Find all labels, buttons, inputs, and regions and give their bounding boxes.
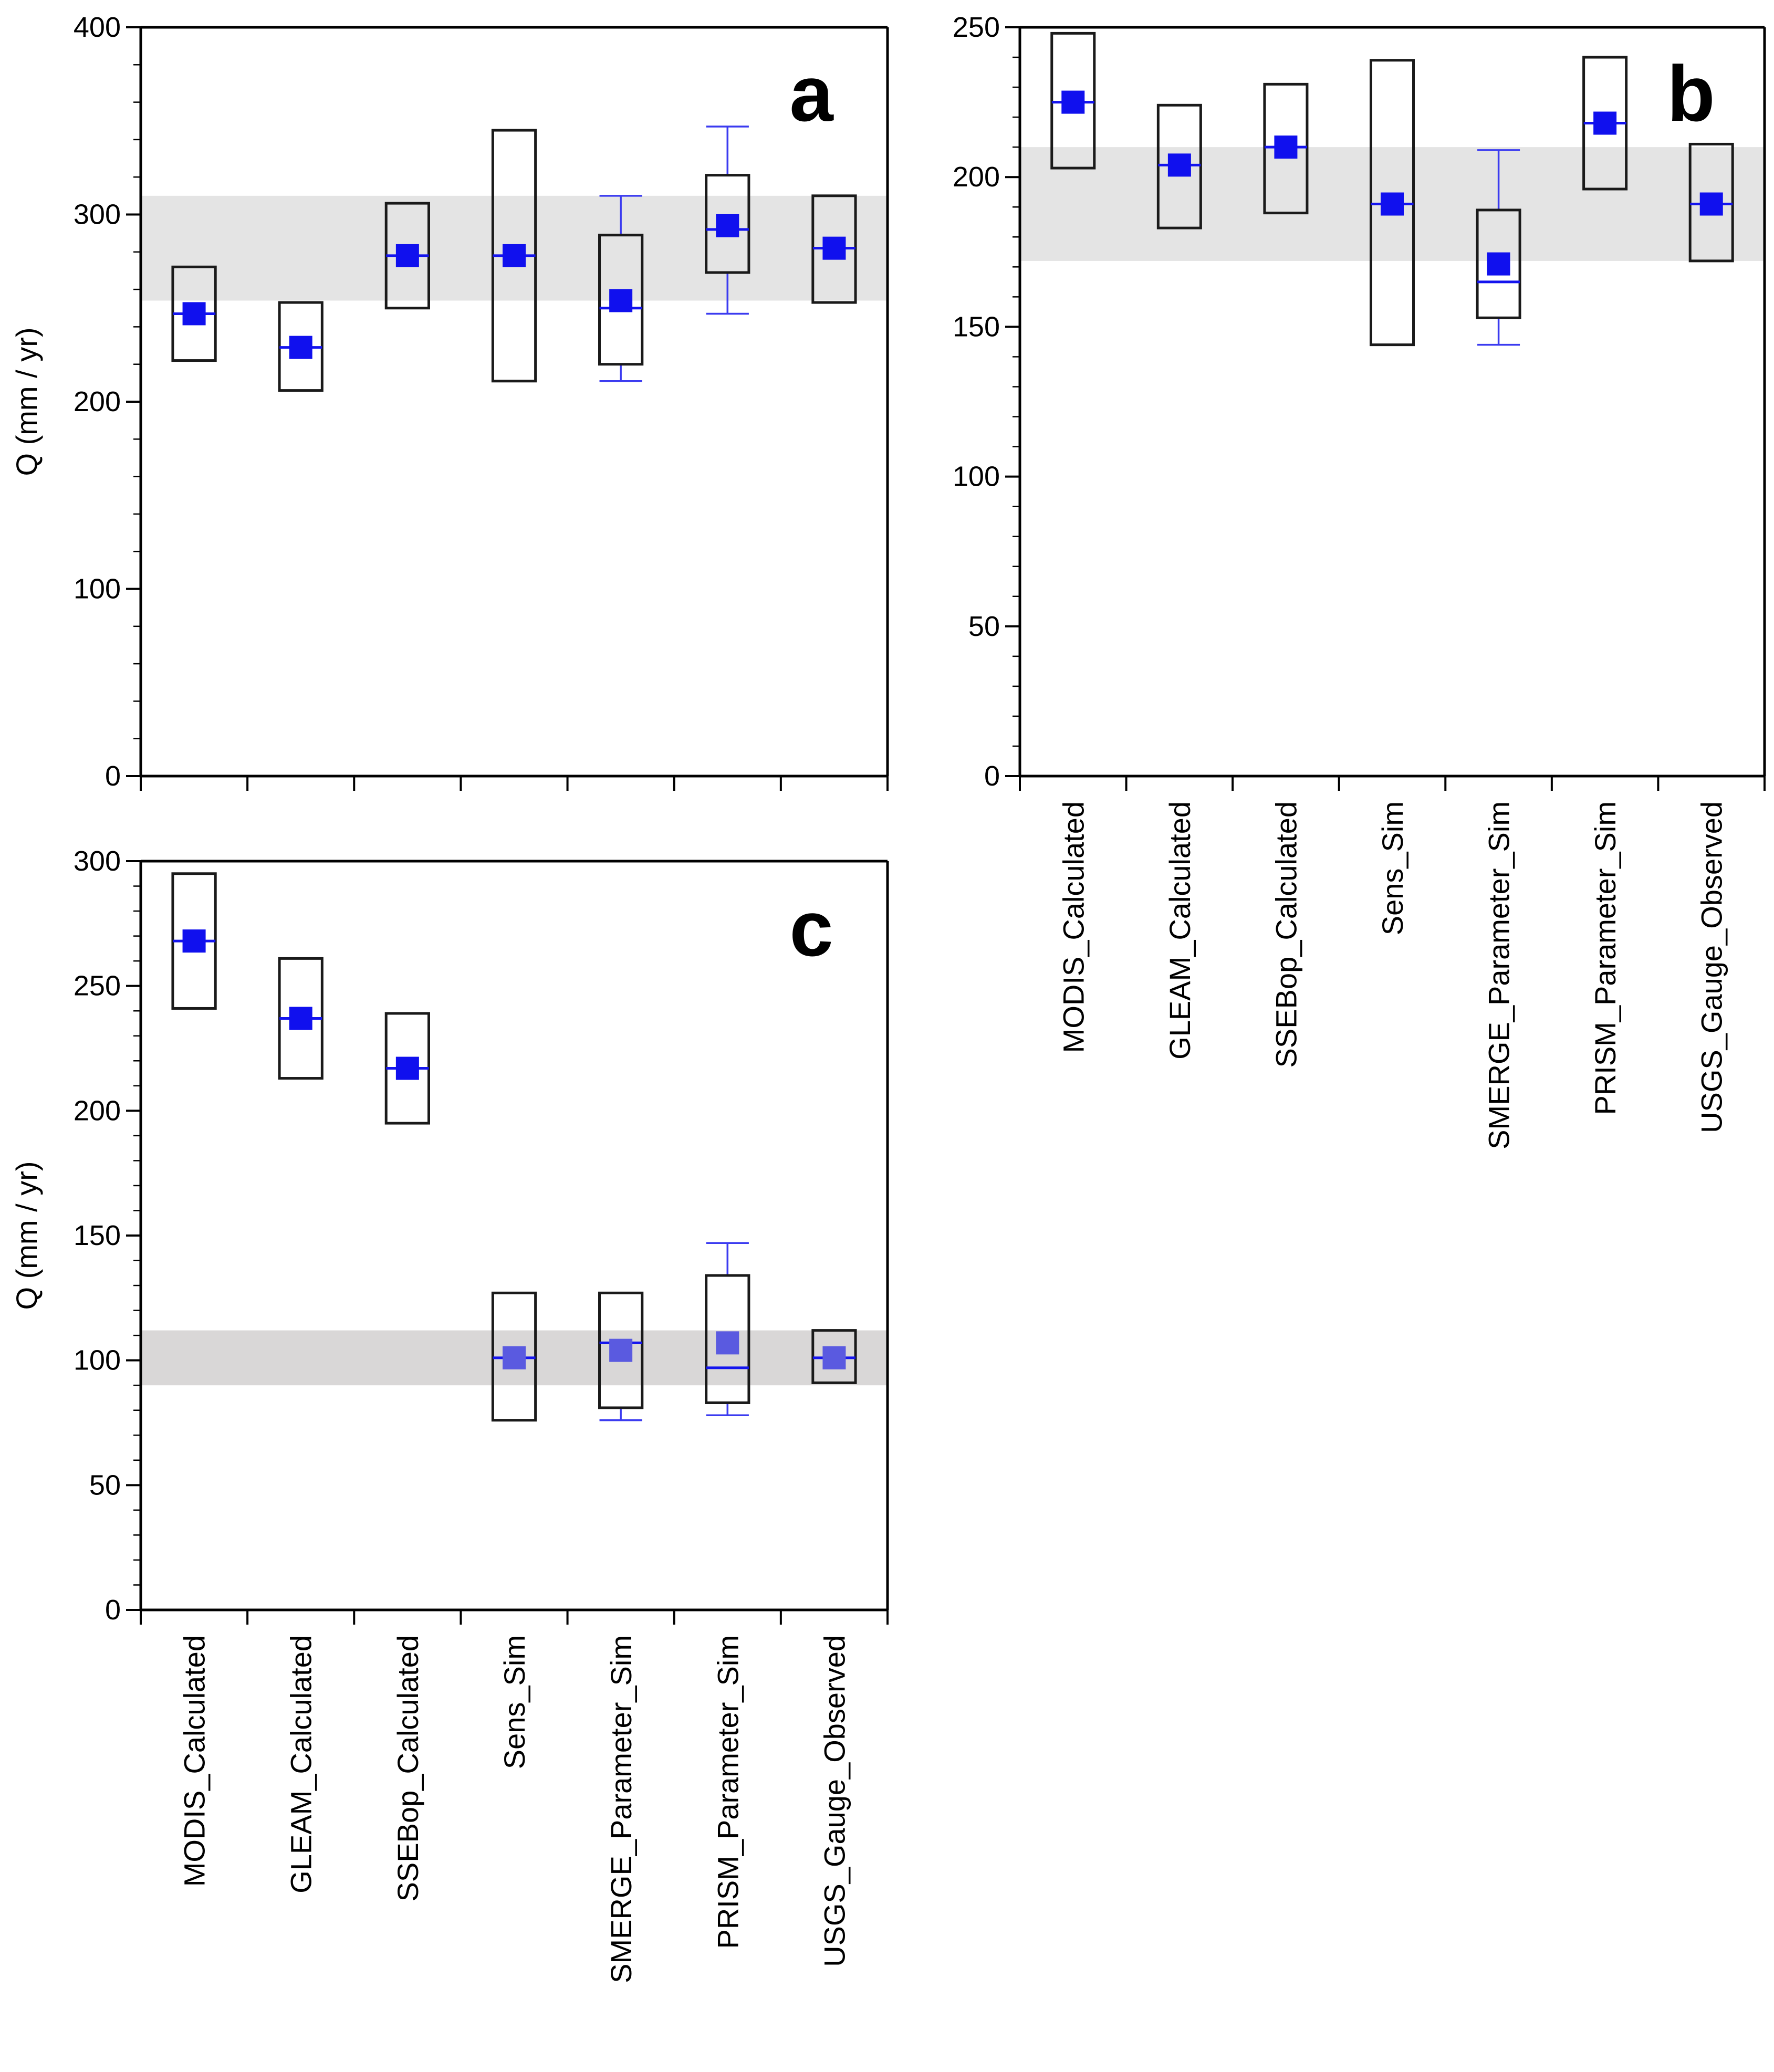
mean-marker xyxy=(822,236,846,260)
y-tick-label: 300 xyxy=(74,199,121,231)
category-label: SMERGE_Parameter_Sim xyxy=(604,1635,638,1983)
panel-a: 0 100 200 300 400 Q (mm / yr) a xyxy=(10,12,889,792)
mean-marker xyxy=(395,1056,419,1080)
box-rect xyxy=(1369,59,1415,347)
mean-marker xyxy=(395,244,419,267)
box-GLEAM_Calculated xyxy=(278,301,324,392)
mean-marker xyxy=(716,1331,739,1355)
mean-marker xyxy=(182,302,206,326)
panel-letter: a xyxy=(789,49,834,138)
y-tick-label: 0 xyxy=(984,760,1000,792)
y-tick-label: 50 xyxy=(89,1469,121,1501)
mean-marker xyxy=(822,1346,846,1369)
box-USGS_Gauge_Observed xyxy=(811,194,857,304)
mean-marker xyxy=(289,336,312,359)
box-rect xyxy=(1688,142,1734,263)
mean-marker xyxy=(1167,153,1191,177)
mean-marker xyxy=(716,214,739,237)
box-GLEAM_Calculated xyxy=(1156,103,1202,229)
box-SSEBop_Calculated xyxy=(1263,82,1309,215)
category-label: GLEAM_Calculated xyxy=(285,1635,318,1893)
mean-marker xyxy=(1593,111,1617,135)
mean-marker xyxy=(1699,192,1723,216)
mean-marker xyxy=(289,1007,312,1030)
box-rect xyxy=(1476,208,1521,319)
y-axis-label: Q (mm / yr) xyxy=(10,327,43,476)
mean-marker xyxy=(1381,192,1404,216)
box-rect xyxy=(1050,32,1096,170)
y-tick-label: 150 xyxy=(74,1220,121,1251)
box-USGS_Gauge_Observed xyxy=(1688,142,1734,263)
mean-marker xyxy=(609,1338,633,1362)
box-PRISM_Parameter_Sim xyxy=(705,125,750,315)
box-MODIS_Calculated xyxy=(171,872,217,1010)
box-Sens_Sim xyxy=(1369,59,1415,347)
y-tick-label: 100 xyxy=(74,1345,121,1376)
category-label: SMERGE_Parameter_Sim xyxy=(1483,801,1516,1149)
box-PRISM_Parameter_Sim xyxy=(1582,56,1628,191)
mean-marker xyxy=(182,929,206,953)
mean-marker xyxy=(1274,135,1298,159)
y-tick-label: 100 xyxy=(74,573,121,605)
y-tick-label: 0 xyxy=(105,1594,121,1626)
category-label: MODIS_Calculated xyxy=(1057,801,1090,1053)
mean-marker xyxy=(503,1346,526,1369)
category-label: PRISM_Parameter_Sim xyxy=(711,1635,744,1949)
y-tick-label: 50 xyxy=(968,611,1000,642)
category-label: USGS_Gauge_Observed xyxy=(818,1635,851,1967)
category-label: MODIS_Calculated xyxy=(178,1635,211,1887)
box-rect xyxy=(598,234,644,366)
y-tick-label: 200 xyxy=(74,1095,121,1126)
y-tick-label: 0 xyxy=(105,760,121,792)
panel-b: 0 50 100 150 200 250 MODIS_Calculated GLEAM_Cal… xyxy=(953,12,1766,1149)
y-tick-label: 250 xyxy=(953,12,1000,43)
box-MODIS_Calculated xyxy=(171,265,217,362)
category-label: USGS_Gauge_Observed xyxy=(1695,801,1728,1133)
box-GLEAM_Calculated xyxy=(278,957,324,1080)
y-tick-label: 200 xyxy=(74,386,121,417)
y-tick-label: 100 xyxy=(953,461,1000,493)
panel-letter: c xyxy=(789,884,833,972)
category-label: PRISM_Parameter_Sim xyxy=(1589,801,1622,1115)
mean-marker xyxy=(503,244,526,267)
category-label: SSEBop_Calculated xyxy=(1269,801,1302,1068)
box-SMERGE_Parameter_Sim xyxy=(598,1291,644,1421)
y-tick-label: 300 xyxy=(74,845,121,877)
mean-marker xyxy=(609,289,633,312)
box-rect xyxy=(1263,82,1309,215)
box-rect xyxy=(598,1291,644,1409)
y-tick-label: 400 xyxy=(74,12,121,43)
box-PRISM_Parameter_Sim xyxy=(705,1242,750,1416)
box-SMERGE_Parameter_Sim xyxy=(598,195,644,382)
y-tick-label: 250 xyxy=(74,970,121,1002)
box-USGS_Gauge_Observed xyxy=(811,1329,857,1384)
y-tick-label: 200 xyxy=(953,161,1000,193)
box-rect xyxy=(705,1274,750,1404)
mean-marker xyxy=(1487,252,1510,276)
box-SSEBop_Calculated xyxy=(384,1012,430,1125)
box-Sens_Sim xyxy=(491,129,537,383)
panel-c: 0 50 100 150 200 250 300 MODIS_Calculated GLEAM_… xyxy=(10,845,889,1983)
y-axis-label: Q (mm / yr) xyxy=(10,1161,43,1310)
category-label: Sens_Sim xyxy=(498,1635,531,1769)
box-MODIS_Calculated xyxy=(1050,32,1096,170)
category-label: SSEBop_Calculated xyxy=(391,1635,424,1901)
category-label: Sens_Sim xyxy=(1376,801,1409,935)
category-label: GLEAM_Calculated xyxy=(1163,801,1196,1060)
box-rect xyxy=(705,174,750,274)
box-SSEBop_Calculated xyxy=(384,202,430,310)
panel-letter: b xyxy=(1667,49,1715,138)
box-rect xyxy=(1156,103,1202,229)
box-SMERGE_Parameter_Sim xyxy=(1476,149,1521,346)
mean-marker xyxy=(1061,90,1085,114)
y-tick-label: 150 xyxy=(953,311,1000,342)
box-Sens_Sim xyxy=(491,1291,537,1422)
